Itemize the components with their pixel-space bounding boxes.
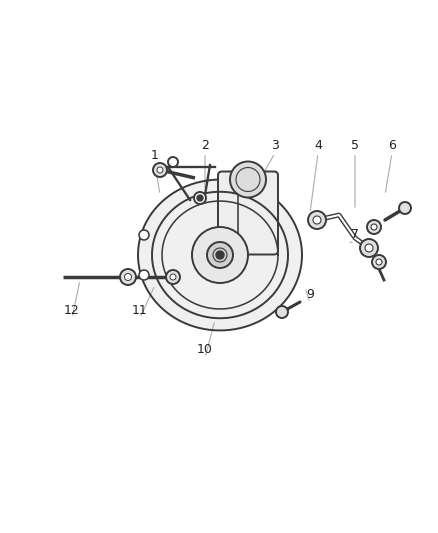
Circle shape	[153, 163, 166, 177]
Circle shape	[276, 306, 287, 318]
Text: 5: 5	[350, 139, 358, 151]
Circle shape	[197, 195, 202, 201]
Circle shape	[371, 255, 385, 269]
Circle shape	[166, 270, 180, 284]
Circle shape	[230, 161, 265, 198]
Circle shape	[366, 220, 380, 234]
FancyBboxPatch shape	[218, 172, 277, 254]
Text: 1: 1	[151, 149, 159, 161]
Circle shape	[398, 202, 410, 214]
Circle shape	[359, 239, 377, 257]
Text: 12: 12	[64, 303, 80, 317]
Circle shape	[191, 227, 247, 283]
Circle shape	[124, 273, 131, 280]
Circle shape	[207, 242, 233, 268]
Text: 9: 9	[305, 288, 313, 302]
Circle shape	[364, 244, 372, 252]
Text: 7: 7	[350, 229, 358, 241]
Circle shape	[120, 269, 136, 285]
Text: 11: 11	[132, 303, 148, 317]
Text: 6: 6	[387, 139, 395, 151]
Circle shape	[312, 216, 320, 224]
Circle shape	[375, 259, 381, 265]
Circle shape	[170, 274, 176, 280]
Text: 10: 10	[197, 343, 212, 357]
Text: 4: 4	[313, 139, 321, 151]
Circle shape	[139, 230, 148, 240]
Circle shape	[157, 167, 162, 173]
Text: 3: 3	[270, 139, 278, 151]
Text: 2: 2	[201, 139, 208, 151]
Circle shape	[307, 211, 325, 229]
Circle shape	[370, 224, 376, 230]
Circle shape	[168, 157, 177, 167]
Circle shape	[215, 251, 223, 259]
Polygon shape	[138, 180, 301, 330]
Circle shape	[139, 270, 148, 280]
Circle shape	[194, 192, 205, 204]
